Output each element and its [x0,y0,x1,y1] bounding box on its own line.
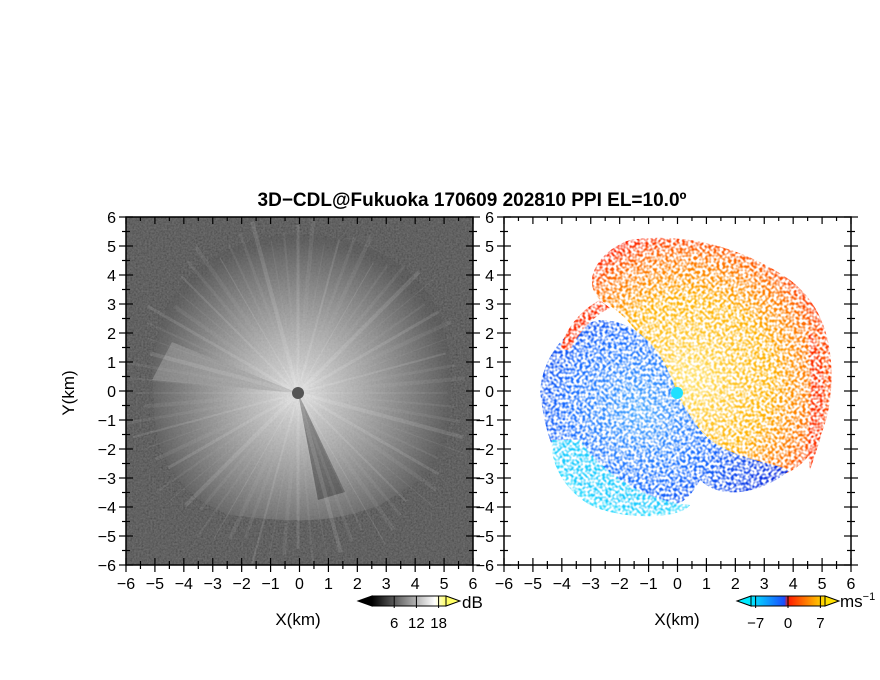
y-tick-label: 1 [485,355,494,372]
y-tick-label: 4 [107,268,116,285]
y-tick-label: 3 [485,297,494,314]
x-tick-label: 1 [702,576,711,593]
x-tick-label: −3 [582,576,600,593]
y-tick-label: −1 [98,413,116,430]
x-tick-label: 2 [353,576,362,593]
colorbar-tick-label: −7 [747,615,764,632]
colorbar-tick-label: 6 [390,615,398,632]
velocity-colorbar-unit: ms−1 [840,591,875,611]
x-tick-label: −2 [233,576,251,593]
x-tick-label: 3 [760,576,769,593]
colorbar-tick-label: 12 [408,615,425,632]
x-tick-label: −3 [204,576,222,593]
velocity-heatmap [504,217,851,565]
y-tick-label: 6 [485,210,494,227]
velocity-colorbar: −7 0 7 ms−1 [735,591,875,632]
y-tick-label: −6 [476,558,494,575]
x-tick-label: −6 [495,576,513,593]
y-tick-label: −3 [98,471,116,488]
y-tick-label: −5 [98,529,116,546]
y-tick-label: 1 [107,355,116,372]
x-tick-label: −5 [524,576,542,593]
y-tick-label: −4 [476,500,494,517]
y-tick-label: −2 [98,442,116,459]
y-tick-label: 0 [107,384,116,401]
x-tick-label: −1 [261,576,279,593]
x-tick-label: −1 [639,576,657,593]
y-tick-label: 0 [485,384,494,401]
velocity-axes: −6 −5 −4 −3 −2 −1 0 1 2 3 4 5 6 6 5 4 3 2 1 0 −1 −2 −3 −4 −5 −6 [476,210,858,593]
intensity-heatmap [126,217,473,565]
x-tick-label: 6 [469,576,478,593]
y-tick-label: 6 [107,210,116,227]
x-tick-label: −4 [175,576,193,593]
radar-site-marker [292,387,304,399]
x-tick-label: 0 [295,576,304,593]
y-tick-label: −3 [476,471,494,488]
y-tick-label: −2 [476,442,494,459]
y-tick-label: 2 [107,326,116,343]
x-tick-label: −6 [117,576,135,593]
x-tick-label: −2 [611,576,629,593]
y-tick-label: −1 [476,413,494,430]
x-tick-label: 1 [324,576,333,593]
x-tick-label: 4 [411,576,420,593]
y-tick-label: 2 [485,326,494,343]
x-tick-label: 6 [847,576,856,593]
y-tick-label: 5 [107,239,116,256]
y-tick-label: −4 [98,500,116,517]
intensity-colorbar: 6 12 18 dB [356,593,483,632]
y-tick-label: 3 [107,297,116,314]
radar-site-marker [671,387,683,399]
intensity-axes: −6 −5 −4 −3 −2 −1 0 1 2 3 4 5 6 6 5 4 3 2 1 0 −1 −2 −3 −4 −5 −6 [98,210,480,593]
intensity-ylabel: Y(km) [59,370,78,415]
x-tick-label: 4 [789,576,798,593]
chart-title: 3D−CDL@Fukuoka 170609 202810 PPI EL=10.0… [258,190,687,211]
colorbar-tick-label: 7 [816,615,824,632]
intensity-xlabel: X(km) [275,610,320,629]
colorbar-tick-label: 18 [430,615,447,632]
x-tick-label: −5 [146,576,164,593]
y-tick-label: 5 [485,239,494,256]
x-tick-label: 2 [731,576,740,593]
colorbar-tick-label: 0 [784,615,792,632]
velocity-xlabel: X(km) [654,610,699,629]
y-tick-label: −6 [98,558,116,575]
velocity-panel: −6 −5 −4 −3 −2 −1 0 1 2 3 4 5 6 6 5 4 3 2 1 0 −1 −2 −3 −4 −5 −6 X… [476,210,858,629]
x-tick-label: 5 [440,576,449,593]
intensity-colorbar-unit: dB [462,593,483,612]
y-tick-label: −5 [476,529,494,546]
x-tick-label: 0 [673,576,682,593]
x-tick-label: 5 [818,576,827,593]
x-tick-label: 3 [382,576,391,593]
y-tick-label: 4 [485,268,494,285]
x-tick-label: −4 [553,576,571,593]
